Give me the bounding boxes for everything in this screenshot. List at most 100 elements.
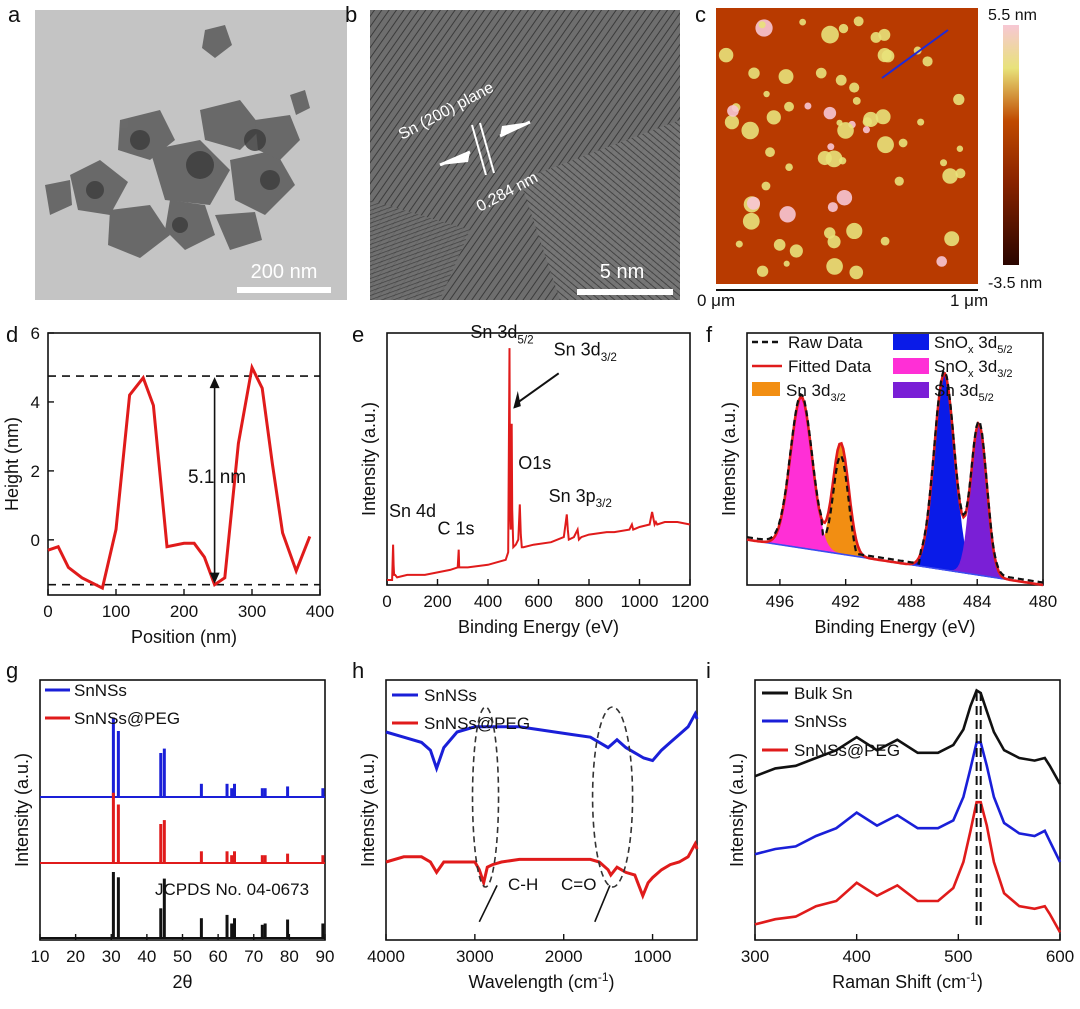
- afm-spot: [815, 67, 827, 79]
- x-tick-label: 200: [423, 592, 451, 611]
- afm-spot: [741, 121, 759, 140]
- y-axis-label: Intensity (a.u.): [719, 402, 739, 516]
- afm-spot: [849, 82, 860, 93]
- afm-spot: [838, 23, 849, 34]
- legend-label: SnOx 3d5/2: [934, 333, 1013, 356]
- y-tick-label: 6: [31, 324, 40, 343]
- afm-spot: [718, 47, 734, 63]
- legend-label: Sn 3d5/2: [934, 381, 994, 404]
- chart-f-xps-sn3d: 496 492 488 484 480 Binding Energy (eV) Intens…: [719, 332, 1057, 637]
- afm-spot: [742, 212, 760, 230]
- x-tick-label: 800: [575, 592, 603, 611]
- x-tick-label: 492: [831, 592, 859, 611]
- panel-letter-b: b: [345, 2, 357, 27]
- afm-spot: [789, 244, 803, 258]
- legend-swatch: [893, 334, 929, 350]
- afm-spot: [922, 56, 933, 67]
- x-tick-label: 0: [382, 592, 391, 611]
- afm-spot: [956, 145, 964, 152]
- afm-spot: [799, 18, 807, 26]
- afm-spot: [870, 32, 882, 43]
- afm-spot: [821, 25, 839, 44]
- peak-label: Sn 3d5/2: [470, 322, 533, 346]
- peak-label: Sn 3p3/2: [549, 486, 612, 510]
- chart-h-ftir: 4000 3000 2000 1000 Wavelength (cm-1) Intensi…: [358, 679, 699, 992]
- panel-letter-h: h: [352, 658, 364, 683]
- x-tick-label: 600: [524, 592, 552, 611]
- chart-d-height-profile: 0 100 200 300 400 0 2 4 6 Position (nm) Height (nm…: [2, 324, 334, 647]
- y-axis-label: Intensity (a.u.): [727, 753, 747, 867]
- x-tick-label: 496: [766, 592, 794, 611]
- legend-label: SnNSs@PEG: [794, 741, 900, 760]
- height-profile-line: [47, 362, 312, 591]
- x-tick-label: 480: [1029, 592, 1057, 611]
- afm-spot: [880, 236, 890, 246]
- afm-spot: [825, 150, 843, 168]
- x-axis-label: Binding Energy (eV): [814, 617, 975, 637]
- afm-spot: [765, 147, 775, 158]
- afm-spot: [894, 176, 904, 186]
- legend-raw-label: Raw Data: [788, 333, 863, 352]
- ftir-line: [385, 840, 699, 900]
- afm-spot: [917, 118, 925, 126]
- panel-letter-g: g: [6, 658, 18, 683]
- raw-data-line: [746, 369, 1044, 584]
- colorbar-min: -3.5 nm: [988, 275, 1042, 292]
- legend-label: Sn 3d3/2: [786, 381, 846, 404]
- afm-spot: [827, 143, 835, 151]
- plot-frame: [754, 679, 1061, 941]
- x-tick-label: 10: [31, 947, 50, 966]
- legend-label: SnOx 3d3/2: [934, 357, 1013, 380]
- afm-spot: [761, 181, 771, 191]
- afm-spot: [773, 239, 786, 251]
- legend-label: SnNSs@PEG: [74, 709, 180, 728]
- y-axis-label: Height (nm): [2, 417, 22, 511]
- afm-spot: [756, 265, 769, 277]
- xps-survey-line: [387, 348, 691, 581]
- x-tick-label: 2000: [545, 947, 583, 966]
- afm-spot: [804, 102, 812, 110]
- afm-spot: [877, 48, 892, 63]
- x-tick-label: 400: [842, 947, 870, 966]
- panel-b: b Sn (200) plane 0.284 nm 5 nm: [345, 2, 680, 300]
- x-tick-label: 90: [316, 947, 335, 966]
- legend-label: SnNSs: [424, 686, 477, 705]
- x-axis-label: 2θ: [172, 972, 192, 992]
- colorbar-max: 5.5 nm: [988, 7, 1037, 24]
- x-tick-label: 30: [102, 947, 121, 966]
- afm-spot: [784, 101, 794, 112]
- afm-spot: [849, 265, 864, 280]
- co-arrow: [594, 885, 611, 923]
- afm-spot: [836, 189, 853, 206]
- peak-label: O1s: [518, 453, 551, 473]
- x-tick-label: 200: [170, 602, 198, 621]
- afm-spot: [785, 163, 793, 171]
- x-tick-label: 80: [280, 947, 299, 966]
- legend-label: SnNSs: [74, 681, 127, 700]
- afm-spot: [877, 136, 894, 154]
- plot-frame: [746, 332, 1044, 586]
- afm-spot: [953, 93, 965, 106]
- afm-spot: [936, 256, 948, 267]
- y-axis-label: Intensity (a.u.): [12, 753, 32, 867]
- chart-e-xps-survey: 0 200 400 600 800 1000 1200 Binding Energy (eV)…: [359, 322, 709, 637]
- co-ellipse: [591, 706, 634, 888]
- x-tick-label: 4000: [367, 947, 405, 966]
- sn3d-arrowhead: [513, 390, 521, 409]
- afm-spot: [778, 69, 794, 84]
- x-tick-label: 400: [306, 602, 334, 621]
- afm-spot: [724, 115, 739, 130]
- legend-label: Bulk Sn: [794, 684, 853, 703]
- plot-frame: [385, 679, 698, 941]
- legend-swatch: [893, 382, 929, 398]
- x-axis-label: Position (nm): [131, 627, 237, 647]
- scale-label-a: 200 nm: [251, 261, 318, 283]
- afm-image: [716, 8, 978, 284]
- afm-spot: [898, 138, 908, 148]
- afm-x-max: 1 μm: [950, 291, 988, 310]
- panel-letter-i: i: [706, 658, 711, 683]
- afm-spot: [766, 110, 781, 125]
- afm-spot: [852, 96, 861, 105]
- scale-bar-b: [577, 289, 673, 295]
- afm-spot: [748, 67, 760, 79]
